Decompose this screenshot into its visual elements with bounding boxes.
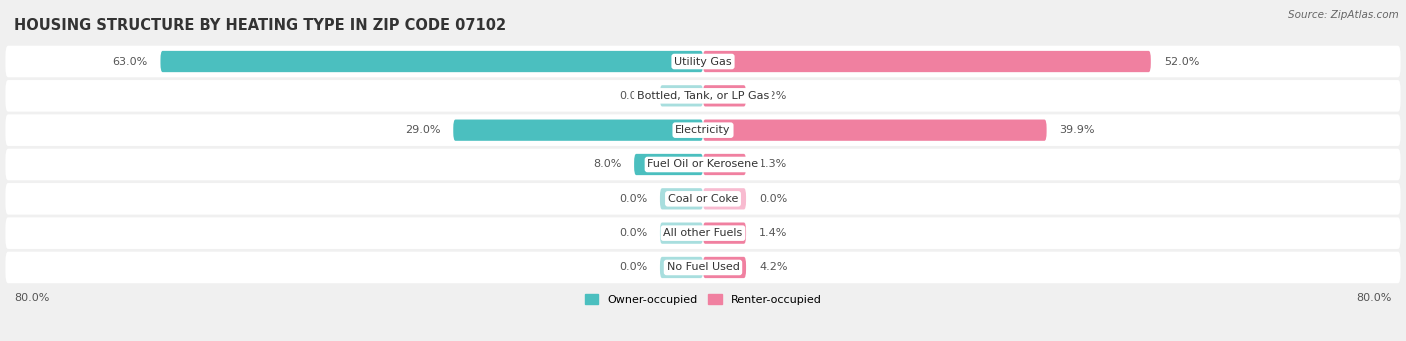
Text: 29.0%: 29.0% — [405, 125, 440, 135]
Text: No Fuel Used: No Fuel Used — [666, 263, 740, 272]
FancyBboxPatch shape — [703, 51, 1152, 72]
FancyBboxPatch shape — [453, 120, 703, 141]
FancyBboxPatch shape — [703, 257, 747, 278]
Legend: Owner-occupied, Renter-occupied: Owner-occupied, Renter-occupied — [585, 294, 821, 305]
FancyBboxPatch shape — [6, 183, 1400, 214]
FancyBboxPatch shape — [659, 257, 703, 278]
Text: 0.0%: 0.0% — [619, 91, 647, 101]
Text: 1.4%: 1.4% — [759, 228, 787, 238]
Text: 0.0%: 0.0% — [619, 194, 647, 204]
FancyBboxPatch shape — [6, 46, 1400, 77]
Text: Electricity: Electricity — [675, 125, 731, 135]
Text: Coal or Coke: Coal or Coke — [668, 194, 738, 204]
Text: 4.2%: 4.2% — [759, 263, 787, 272]
Text: 80.0%: 80.0% — [1357, 293, 1392, 303]
Text: 8.0%: 8.0% — [593, 160, 621, 169]
Text: 63.0%: 63.0% — [112, 57, 148, 66]
Text: 80.0%: 80.0% — [14, 293, 49, 303]
Text: 1.3%: 1.3% — [759, 160, 787, 169]
Text: All other Fuels: All other Fuels — [664, 228, 742, 238]
Text: Bottled, Tank, or LP Gas: Bottled, Tank, or LP Gas — [637, 91, 769, 101]
Text: Fuel Oil or Kerosene: Fuel Oil or Kerosene — [647, 160, 759, 169]
FancyBboxPatch shape — [6, 114, 1400, 146]
Text: 52.0%: 52.0% — [1164, 57, 1199, 66]
Text: Utility Gas: Utility Gas — [675, 57, 731, 66]
FancyBboxPatch shape — [6, 80, 1400, 112]
FancyBboxPatch shape — [6, 149, 1400, 180]
Text: 39.9%: 39.9% — [1060, 125, 1095, 135]
FancyBboxPatch shape — [659, 223, 703, 244]
Text: HOUSING STRUCTURE BY HEATING TYPE IN ZIP CODE 07102: HOUSING STRUCTURE BY HEATING TYPE IN ZIP… — [14, 18, 506, 33]
Text: Source: ZipAtlas.com: Source: ZipAtlas.com — [1288, 10, 1399, 20]
FancyBboxPatch shape — [634, 154, 703, 175]
FancyBboxPatch shape — [703, 120, 1046, 141]
FancyBboxPatch shape — [703, 188, 747, 209]
FancyBboxPatch shape — [6, 217, 1400, 249]
Text: 0.0%: 0.0% — [619, 263, 647, 272]
FancyBboxPatch shape — [659, 85, 703, 106]
Text: 0.0%: 0.0% — [759, 194, 787, 204]
FancyBboxPatch shape — [703, 154, 747, 175]
Text: 1.2%: 1.2% — [759, 91, 787, 101]
Text: 0.0%: 0.0% — [619, 228, 647, 238]
FancyBboxPatch shape — [703, 223, 747, 244]
FancyBboxPatch shape — [703, 85, 747, 106]
FancyBboxPatch shape — [6, 252, 1400, 283]
FancyBboxPatch shape — [659, 188, 703, 209]
FancyBboxPatch shape — [160, 51, 703, 72]
